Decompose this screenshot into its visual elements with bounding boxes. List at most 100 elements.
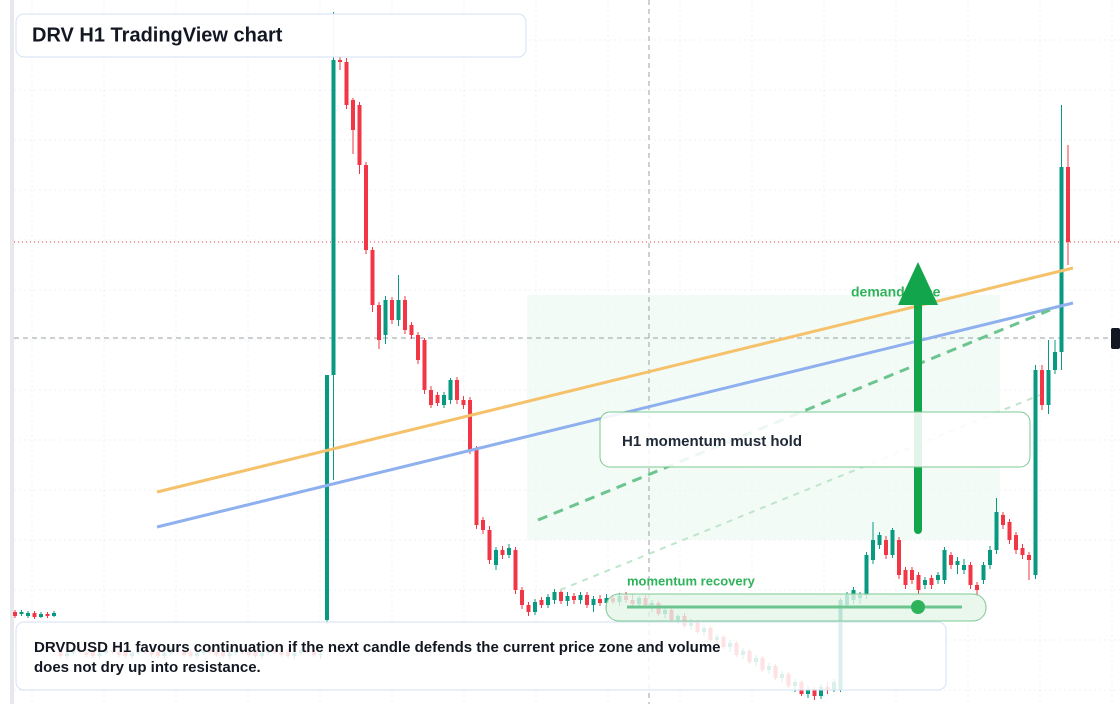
candle-body	[338, 60, 342, 62]
candle-body	[533, 602, 537, 612]
candle-body	[585, 595, 589, 605]
candle-body	[45, 614, 50, 616]
candle-body	[598, 599, 602, 603]
candle-body	[377, 305, 381, 340]
momentum-box-text: H1 momentum must hold	[622, 433, 802, 450]
chart-title: DRV H1 TradingView chart	[32, 24, 283, 46]
candle-body	[396, 300, 401, 320]
candle-body	[331, 60, 336, 375]
candle-body	[494, 550, 498, 565]
candle-body	[1053, 352, 1057, 370]
candle-body	[32, 613, 37, 617]
candle-body	[572, 596, 576, 600]
candle-body	[1001, 515, 1005, 525]
candle-body	[812, 689, 817, 696]
candle-body	[559, 592, 563, 601]
candle-body	[357, 105, 362, 165]
candle-body	[565, 596, 570, 601]
candle-body	[910, 570, 914, 580]
candle-body	[936, 575, 940, 580]
slider-knob[interactable]	[911, 600, 925, 614]
candle-body	[39, 614, 43, 617]
arrow-head	[898, 262, 938, 305]
candle-body	[955, 561, 960, 565]
candle-body	[884, 540, 888, 555]
candle-body	[461, 400, 466, 405]
candle-body	[442, 395, 446, 405]
candle-body	[539, 600, 544, 605]
candle-body	[468, 400, 472, 450]
price-tag[interactable]	[1111, 328, 1120, 349]
candle-body	[435, 395, 440, 403]
candle-body	[481, 520, 485, 530]
candle-body	[370, 250, 375, 305]
candle-body	[390, 300, 394, 320]
candle-body	[416, 335, 420, 360]
candle-body	[325, 375, 329, 620]
candle-body	[1059, 167, 1064, 352]
candle-body	[1046, 370, 1051, 405]
candle-body	[351, 100, 355, 130]
candle-body	[942, 550, 947, 580]
candle-body	[19, 612, 24, 614]
candle-body	[13, 612, 17, 616]
candle-body	[897, 540, 901, 575]
candle-body	[1040, 370, 1044, 405]
candle-body	[552, 592, 557, 600]
candle-body	[819, 687, 823, 696]
candle-body	[1020, 548, 1025, 555]
candle-body	[949, 555, 953, 565]
candle-body	[929, 578, 934, 585]
candle-body	[429, 390, 433, 405]
caption-box	[15, 621, 947, 691]
candle-body	[923, 580, 927, 585]
candle-body	[520, 590, 524, 605]
caption-line: does not dry up into resistance.	[34, 659, 261, 676]
candle-body	[455, 380, 459, 400]
candle-body	[968, 565, 973, 585]
candle-body	[448, 380, 453, 400]
candle-body	[1007, 522, 1012, 540]
candle-body	[994, 512, 999, 550]
candle-body	[546, 597, 550, 605]
candle-body	[981, 565, 986, 580]
candle-body	[806, 689, 810, 694]
candle-body	[578, 595, 583, 600]
candle-body	[344, 62, 349, 105]
recovery-label: momentum recovery	[627, 573, 756, 588]
candle-body	[403, 300, 407, 330]
candle-body	[1033, 370, 1038, 575]
candle-body	[383, 300, 388, 335]
candle-body	[604, 598, 609, 603]
candle-body	[500, 550, 505, 555]
candle-body	[364, 165, 368, 250]
candle-body	[877, 535, 882, 545]
candle-body	[507, 548, 511, 555]
candle-body	[526, 605, 531, 612]
momentum-box	[599, 411, 1031, 468]
candle-body	[52, 613, 56, 616]
candle-body	[1066, 167, 1070, 242]
title-box	[15, 13, 527, 58]
caption-line: DRVDUSD H1 favours continuation if the n…	[34, 639, 721, 656]
candle-body	[409, 325, 414, 335]
candle-body	[513, 550, 518, 590]
candle-body	[916, 575, 921, 590]
candle-body	[1027, 555, 1031, 560]
candle-body	[871, 540, 875, 560]
candle-body	[975, 585, 979, 590]
left-edge	[10, 0, 14, 704]
candle-body	[422, 340, 427, 390]
candle-body	[474, 450, 479, 525]
candle-body	[890, 530, 895, 555]
candle-body	[903, 570, 908, 585]
candle-body	[864, 555, 869, 595]
candle-body	[1014, 535, 1018, 550]
candle-body	[26, 613, 30, 616]
candle-body	[591, 599, 596, 605]
candle-body	[487, 530, 492, 560]
candle-body	[962, 565, 966, 570]
candle-body	[988, 550, 992, 565]
